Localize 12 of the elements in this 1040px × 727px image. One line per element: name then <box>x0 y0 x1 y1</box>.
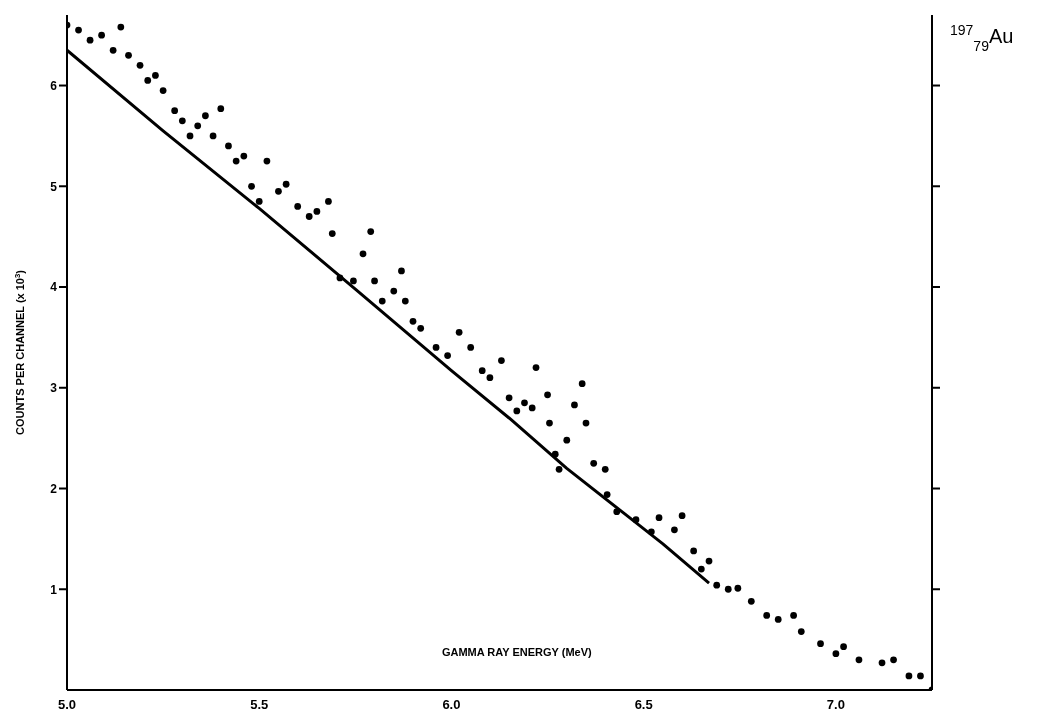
x-tick-label: 6.0 <box>442 697 461 713</box>
y-tick-label: 2 <box>50 481 58 496</box>
y-tick-label: 4 <box>50 280 58 295</box>
y-tick-label: 5 <box>50 179 58 194</box>
x-tick-label: 7.0 <box>826 697 845 713</box>
y-tick-label: 1 <box>50 582 58 597</box>
y-tick-label: 3 <box>50 381 58 396</box>
x-tick-label: 6.5 <box>634 697 653 713</box>
x-tick-label: 5.5 <box>250 697 269 713</box>
y-tick-label: 6 <box>50 78 58 93</box>
x-tick-label: 5.0 <box>57 697 77 713</box>
x-axis-title: GAMMA RAY ENERGY (MeV) <box>441 646 593 658</box>
